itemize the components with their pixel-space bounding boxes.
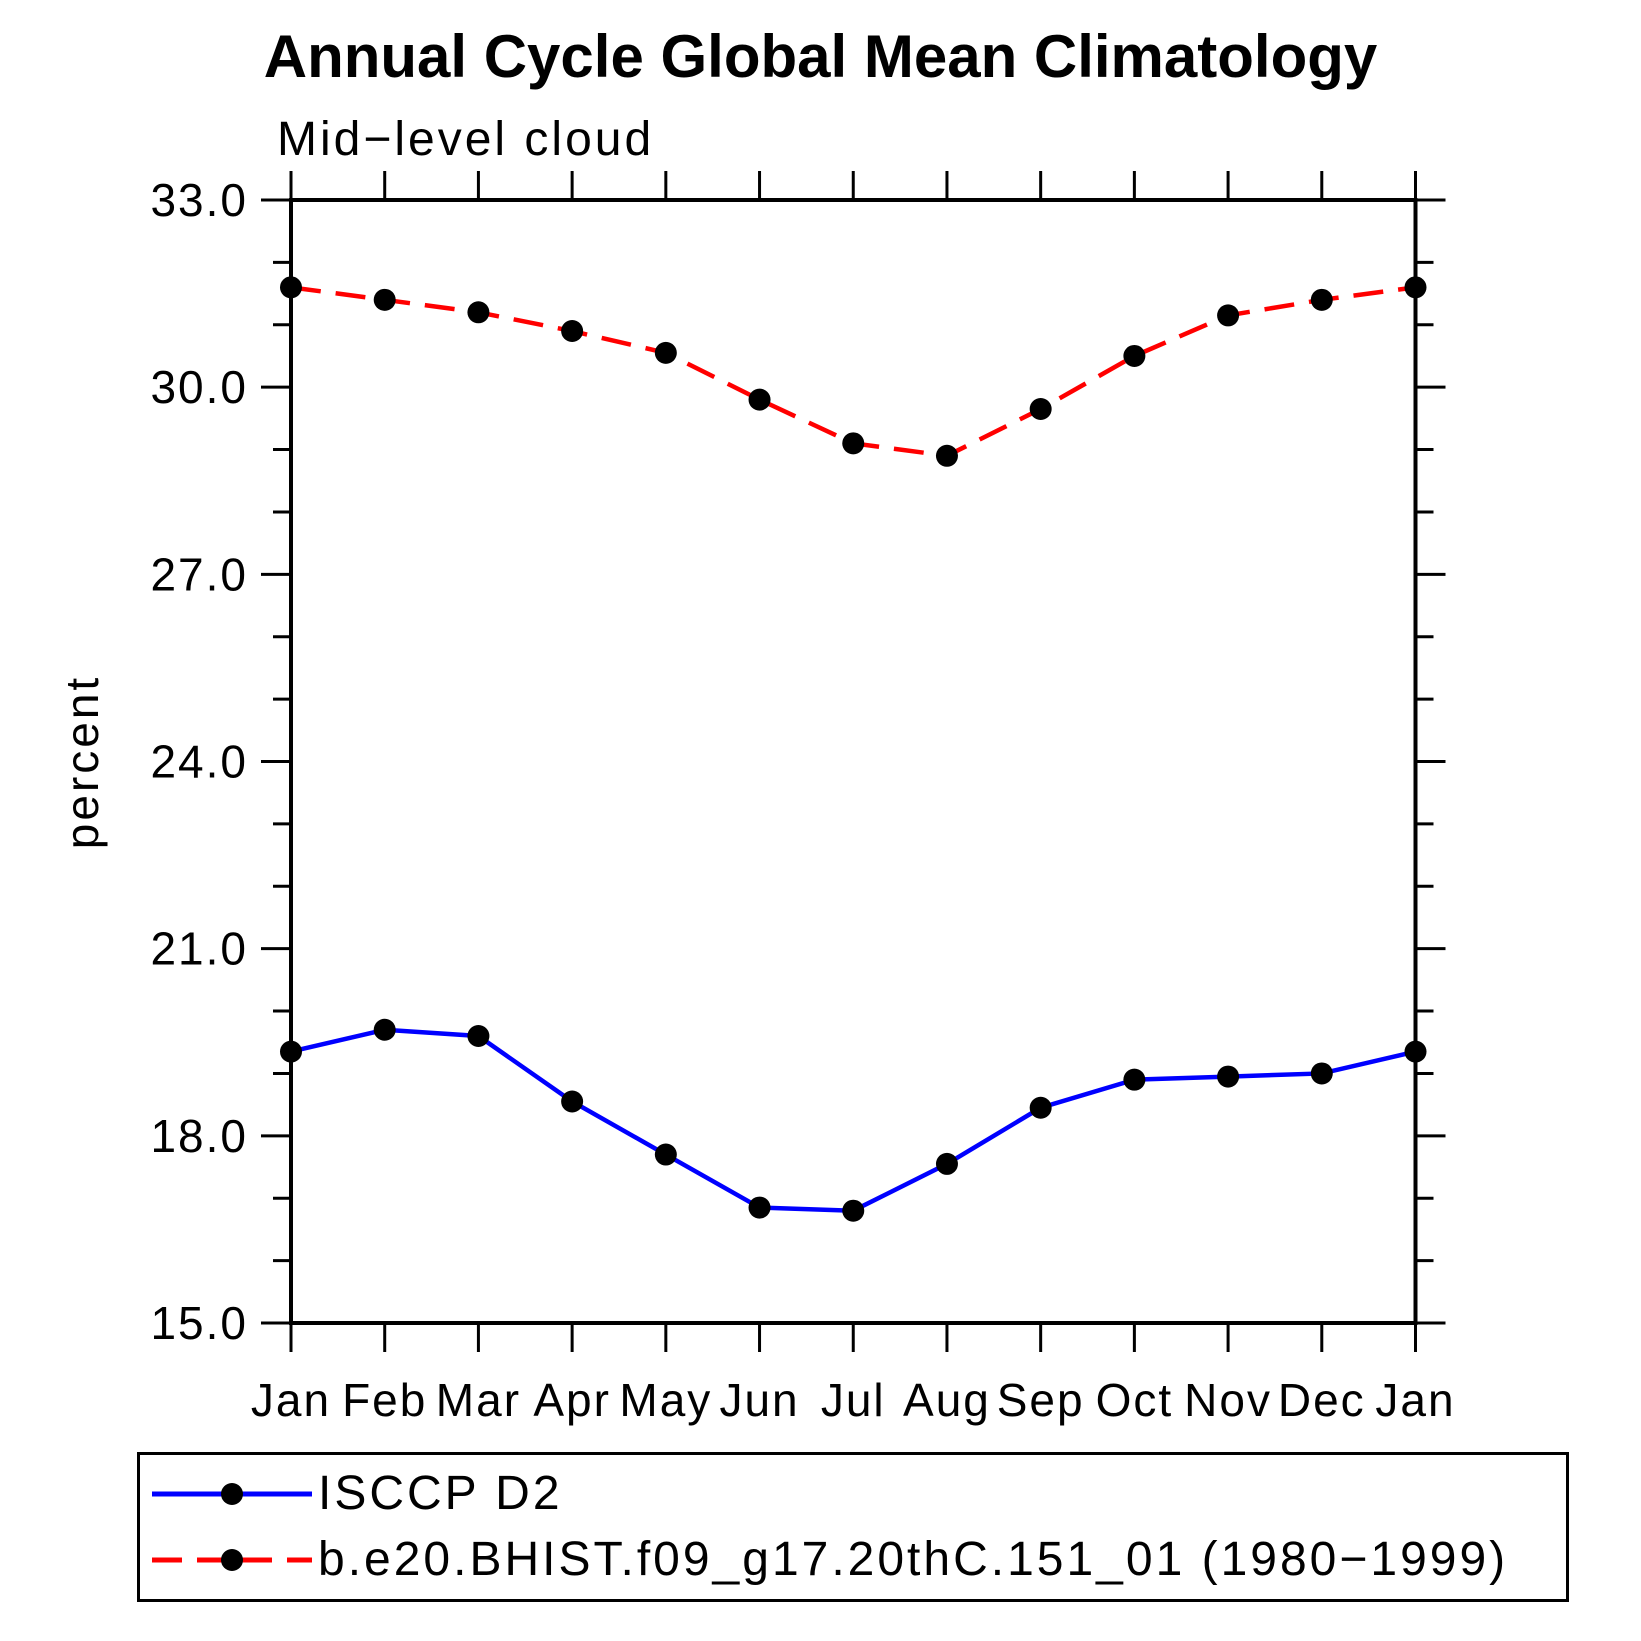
- legend-marker-icon: [221, 1549, 243, 1571]
- y-tick-label: 33.0: [150, 174, 248, 226]
- x-tick-label: May: [619, 1374, 712, 1426]
- data-point-marker: [1123, 344, 1146, 367]
- data-point-marker: [935, 444, 958, 467]
- data-point-marker: [935, 1152, 958, 1175]
- legend-line-sample-model: [152, 1549, 312, 1571]
- chart-title: Annual Cycle Global Mean Climatology: [263, 23, 1378, 90]
- legend-line-sample-isccp: [152, 1483, 312, 1505]
- legend-item-model: b.e20.BHIST.f09_g17.20thC.151_01 (1980−1…: [140, 1535, 1566, 1585]
- data-point-marker: [373, 1018, 396, 1041]
- x-tick-label: Jul: [821, 1374, 886, 1426]
- x-tick-label: Mar: [436, 1374, 521, 1426]
- legend-label-isccp: ISCCP D2: [318, 1467, 563, 1520]
- data-point-marker: [561, 320, 584, 343]
- data-point-marker: [1310, 288, 1333, 311]
- axis-frame: [289, 198, 1418, 1325]
- data-point-marker: [280, 276, 302, 299]
- x-tick-label: Sep: [997, 1374, 1085, 1426]
- data-point-marker: [1310, 1062, 1333, 1085]
- series-line-1: [290, 285, 1416, 459]
- legend-marker-icon: [221, 1483, 243, 1505]
- y-tick-label: 24.0: [150, 736, 248, 788]
- x-tick-label: Dec: [1278, 1374, 1366, 1426]
- y-tick-label: 18.0: [150, 1110, 248, 1162]
- data-point-marker: [280, 1040, 302, 1063]
- data-point-marker: [1217, 1065, 1240, 1088]
- legend-box: ISCCP D2 b.e20.BHIST.f09_g17.20thC.151_0…: [137, 1452, 1569, 1602]
- y-tick-label: 30.0: [150, 361, 248, 413]
- data-point-marker: [467, 1025, 490, 1048]
- data-point-marker: [842, 1199, 865, 1222]
- data-point-marker: [1123, 1068, 1146, 1091]
- series-line-0: [290, 1027, 1417, 1213]
- y-tick-label: 27.0: [150, 548, 248, 600]
- x-tick-label: Feb: [342, 1374, 427, 1426]
- data-point-marker: [1404, 1040, 1427, 1063]
- data-point-marker: [1404, 276, 1427, 299]
- data-point-marker: [1217, 304, 1240, 327]
- x-tick-label: Nov: [1184, 1374, 1272, 1426]
- x-tick-label: Jun: [719, 1374, 799, 1426]
- chart-subtitle: Mid−level cloud: [277, 113, 655, 166]
- x-tick-label: Jan: [1375, 1374, 1455, 1426]
- legend-label-model: b.e20.BHIST.f09_g17.20thC.151_01 (1980−1…: [318, 1533, 1509, 1586]
- data-point-marker: [373, 288, 396, 311]
- legend-item-isccp: ISCCP D2: [140, 1469, 1566, 1519]
- data-point-marker: [654, 1143, 677, 1166]
- data-point-marker: [561, 1090, 584, 1113]
- x-tick-label: Oct: [1096, 1374, 1174, 1426]
- data-point-marker: [1029, 1096, 1052, 1119]
- y-tick-label: 15.0: [150, 1297, 248, 1349]
- data-point-marker: [748, 388, 771, 411]
- y-tick-label: 21.0: [150, 923, 248, 975]
- data-point-marker: [748, 1196, 771, 1219]
- data-point-marker: [467, 301, 490, 324]
- x-tick-label: Aug: [903, 1374, 991, 1426]
- x-tick-label: Apr: [533, 1374, 611, 1426]
- data-point-marker: [1029, 398, 1052, 421]
- x-tick-label: Jan: [251, 1374, 331, 1426]
- data-point-marker: [842, 432, 865, 455]
- data-point-marker: [654, 341, 677, 364]
